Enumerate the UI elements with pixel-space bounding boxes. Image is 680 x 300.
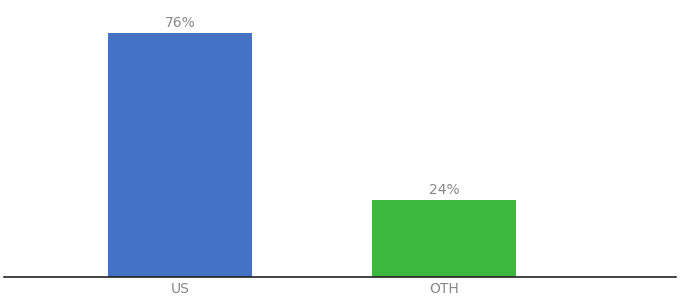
Bar — [108, 33, 252, 277]
Text: 76%: 76% — [165, 16, 195, 30]
Bar — [372, 200, 516, 277]
Text: 24%: 24% — [428, 183, 459, 197]
